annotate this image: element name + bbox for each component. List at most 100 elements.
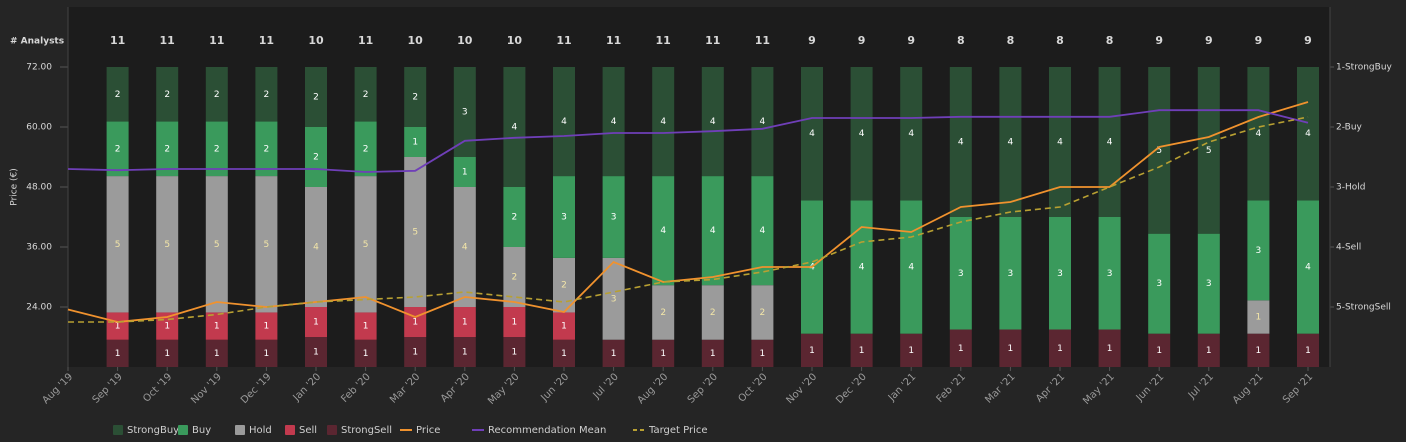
bar-label: 1 (611, 349, 617, 359)
analyst-count: 9 (808, 34, 816, 47)
bar-label: 4 (710, 117, 716, 127)
bar-segment (255, 312, 278, 340)
bar-segment (255, 339, 278, 367)
bar-segment (156, 121, 179, 177)
bar-segment (1148, 233, 1171, 334)
bar-label: 2 (115, 144, 121, 154)
bar-segment (1049, 217, 1071, 330)
bar-label: 2 (512, 273, 518, 283)
bar-label: 2 (214, 90, 220, 100)
bar-segment (553, 176, 575, 258)
legend-label: Target Price (648, 425, 708, 436)
bar-label: 1 (363, 349, 369, 359)
analyst-count: 10 (308, 34, 324, 47)
bar-segment (1297, 333, 1319, 367)
legend-label: StrongSell (341, 425, 392, 436)
analyst-count: 11 (606, 34, 621, 47)
bar-segment (255, 176, 278, 313)
bar-label: 2 (313, 153, 319, 163)
analyst-count: 11 (160, 34, 175, 47)
bar-label: 1 (1206, 346, 1212, 356)
bar-label: 4 (1256, 129, 1262, 139)
legend-label: Recommendation Mean (488, 425, 606, 436)
bar-label: 3 (1256, 246, 1262, 256)
bar-segment (1197, 233, 1220, 334)
legend-label: StrongBuy (127, 425, 179, 436)
bar-segment (1247, 333, 1270, 367)
bar-label: 4 (958, 138, 964, 148)
bar-segment (1148, 333, 1171, 367)
bar-label: 2 (561, 281, 567, 291)
bar-segment (701, 176, 724, 286)
bar-label: 2 (164, 144, 170, 154)
analyst-count: 9 (858, 34, 866, 47)
bar-label: 1 (958, 344, 964, 354)
legend-label: Price (416, 425, 440, 436)
bar-segment (205, 67, 228, 122)
bar-label: 3 (611, 294, 617, 304)
analyst-count: 11 (556, 34, 571, 47)
analyst-count: 8 (957, 34, 965, 47)
bar-segment (503, 187, 526, 247)
bar-label: 1 (363, 322, 369, 332)
bar-label: 4 (512, 123, 518, 133)
legend-swatch (285, 425, 295, 435)
analyst-count: 11 (259, 34, 274, 47)
bar-label: 1 (710, 349, 716, 359)
bar-label: 5 (363, 240, 369, 250)
bar-segment (404, 127, 427, 157)
bar-segment (801, 67, 823, 201)
bar-segment (1297, 67, 1319, 201)
bar-segment (205, 176, 228, 313)
bar-segment (801, 333, 823, 367)
bar-label: 1 (462, 348, 468, 358)
bar-label: 1 (1305, 346, 1311, 356)
bar-label: 1 (462, 318, 468, 328)
bar-segment (1247, 67, 1270, 201)
bar-segment (652, 67, 675, 177)
bar-label: 1 (412, 348, 418, 358)
bar-segment (354, 67, 377, 122)
bar-segment (999, 329, 1022, 367)
bar-segment (1247, 200, 1270, 301)
bar-label: 4 (908, 129, 914, 139)
bar-segment (305, 67, 327, 127)
analyst-count: 8 (1007, 34, 1015, 47)
bar-segment (1197, 67, 1220, 234)
bar-segment (1098, 67, 1121, 217)
bar-label: 1 (1107, 344, 1113, 354)
bar-segment (106, 67, 129, 122)
bar-segment (1197, 333, 1220, 367)
bar-segment (850, 200, 873, 334)
bar-label: 1 (412, 318, 418, 328)
analysts-label: # Analysts (10, 37, 64, 47)
analyst-count: 8 (1106, 34, 1114, 47)
bar-segment (999, 67, 1022, 217)
bar-segment (602, 176, 625, 258)
bar-segment (354, 176, 377, 313)
bar-label: 5 (1206, 146, 1212, 156)
bar-segment (354, 339, 377, 367)
bar-segment (1049, 329, 1071, 367)
bar-segment (602, 339, 625, 367)
bar-label: 5 (412, 228, 418, 238)
legend-swatch (235, 425, 245, 435)
bar-label: 4 (1107, 138, 1113, 148)
bar-label: 1 (561, 349, 567, 359)
legend-swatch (178, 425, 188, 435)
bar-segment (701, 339, 724, 367)
bar-segment (652, 285, 675, 340)
bar-segment (453, 157, 476, 187)
analyst-count: 11 (209, 34, 224, 47)
y2-tick-label: 2-Buy (1336, 123, 1363, 133)
bar-label: 1 (164, 322, 170, 332)
bar-label: 4 (462, 243, 468, 253)
bar-segment (850, 333, 873, 367)
bar-segment (255, 67, 278, 122)
bar-label: 1 (264, 349, 270, 359)
analyst-count: 9 (907, 34, 915, 47)
bar-segment (1049, 67, 1071, 217)
bar-label: 4 (710, 226, 716, 236)
bar-label: 1 (512, 348, 518, 358)
bar-segment (553, 67, 575, 177)
